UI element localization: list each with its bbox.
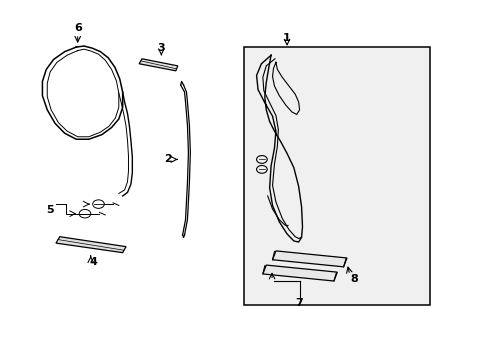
Text: 8: 8 [350, 274, 358, 284]
Text: 3: 3 [157, 43, 165, 53]
Polygon shape [56, 237, 126, 253]
Polygon shape [263, 265, 337, 281]
Text: 6: 6 [74, 23, 81, 33]
Bar [243, 47, 429, 305]
Text: 4: 4 [89, 257, 98, 267]
Text: 5: 5 [46, 205, 54, 215]
Text: 7: 7 [295, 298, 303, 309]
Text: 2: 2 [164, 154, 172, 165]
Polygon shape [272, 251, 346, 267]
Text: 1: 1 [283, 33, 290, 43]
Polygon shape [139, 59, 178, 71]
